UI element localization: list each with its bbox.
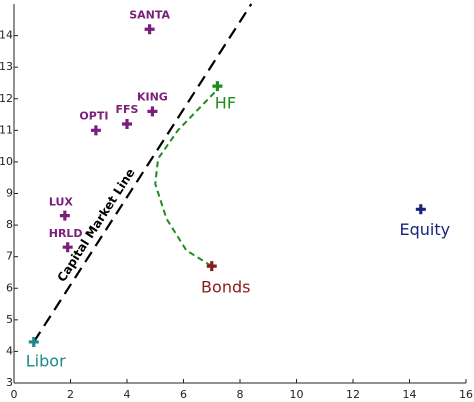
plus-marker [206,261,217,272]
x-tick-label: 10 [290,388,304,401]
point-label: HRLD [49,227,83,240]
y-tick-label: 13 [0,60,13,73]
point-label: FFS [116,103,139,116]
y-tick-label: 3 [6,376,13,389]
point-label: LUX [49,196,74,209]
plus-marker [212,81,223,92]
y-tick-label: 4 [6,344,13,357]
x-tick-label: 16 [459,388,473,401]
point-label: Libor [26,351,66,370]
plus-marker [415,204,426,215]
plus-marker [122,119,132,130]
x-tick-label: 12 [346,388,360,401]
y-tick-label: 14 [0,29,13,42]
plus-marker [59,210,70,221]
plus-marker [28,336,39,347]
x-tick-label: 2 [67,388,74,401]
y-tick-label: 5 [6,313,13,326]
point-label: SANTA [129,8,170,21]
point-label: Equity [400,220,451,239]
x-tick-label: 14 [403,388,417,401]
point-label: HF [215,94,236,113]
x-tick-label: 0 [11,388,18,401]
y-tick-label: 10 [0,155,13,168]
x-tick-label: 8 [237,388,244,401]
y-tick-label: 12 [0,92,13,105]
point-label: Bonds [201,278,250,297]
plus-marker [62,242,73,253]
point-label: OPTI [79,109,108,122]
plus-marker [90,125,101,136]
y-tick-label: 9 [6,187,13,200]
plus-marker [147,106,158,117]
x-tick-label: 4 [124,388,131,401]
dashed-line [32,3,253,343]
y-tick-label: 7 [6,250,13,263]
plus-marker [144,24,155,35]
y-tick-label: 6 [6,281,13,294]
dashed-line [154,91,216,267]
point-label: KING [137,90,168,103]
line-label: Capital Market Line [55,166,138,284]
y-tick-label: 8 [6,218,13,231]
y-tick-label: 11 [0,123,13,136]
x-tick-label: 6 [180,388,187,401]
